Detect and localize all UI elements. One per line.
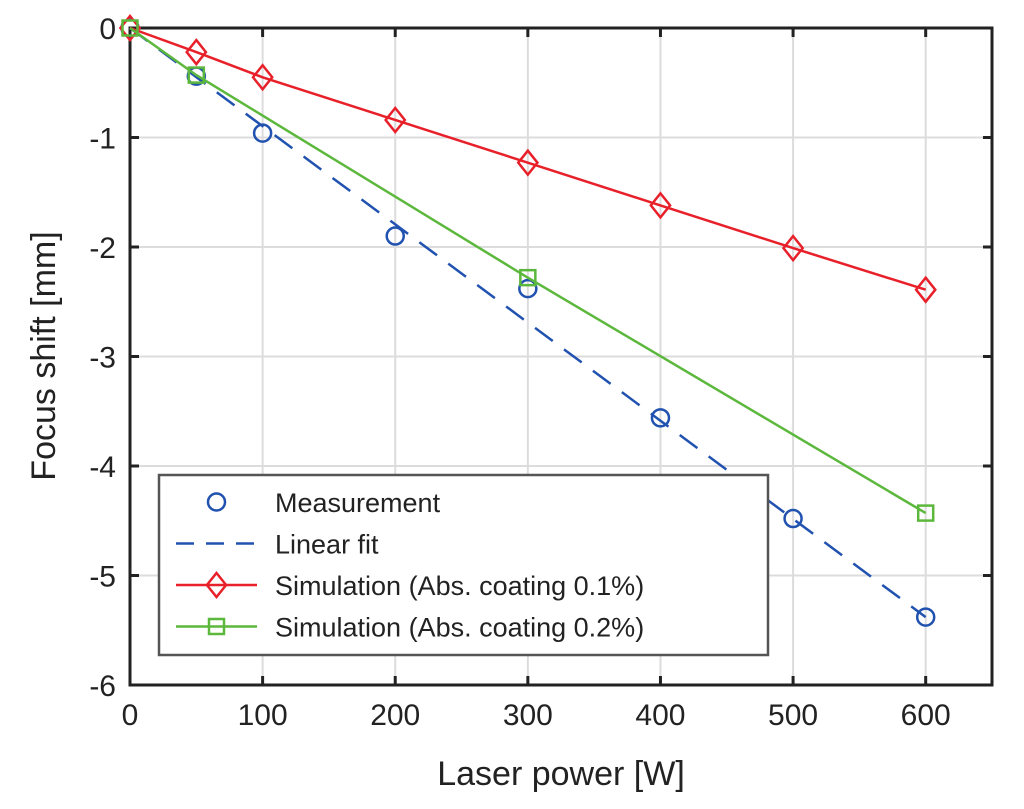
legend-item: Simulation (Abs. coating 0.2%) xyxy=(176,613,644,643)
y-tick-label: -6 xyxy=(89,670,116,703)
legend: Measurement Linear fit Simulation (Abs. co… xyxy=(157,473,770,657)
y-tick-label: -4 xyxy=(89,451,116,484)
x-tick-label: 200 xyxy=(370,699,420,732)
y-tick-label: 0 xyxy=(99,13,116,46)
series-line xyxy=(129,26,927,291)
legend-item: Linear fit xyxy=(176,530,379,560)
legend-item: Measurement xyxy=(206,488,441,518)
data-point xyxy=(121,19,139,37)
x-tick-label: 0 xyxy=(122,699,139,732)
data-point xyxy=(519,268,537,287)
x-tick-label: 600 xyxy=(901,699,951,732)
data-point xyxy=(251,63,274,92)
tick-labels: 0 100 200 300 400 500 600 0 -1 -2 -3 -4 -5 -6 xyxy=(89,13,950,732)
legend-item: Simulation (Abs. coating 0.1%) xyxy=(176,570,644,601)
legend-box xyxy=(157,473,770,657)
legend-marker xyxy=(205,570,228,600)
x-tick-label: 300 xyxy=(503,699,553,732)
series-line xyxy=(129,26,927,515)
y-tick-label: -1 xyxy=(89,123,116,156)
data-point xyxy=(185,38,208,67)
legend-label: Simulation (Abs. coating 0.1%) xyxy=(275,571,644,601)
data-point xyxy=(650,408,671,428)
legend-label: Linear fit xyxy=(275,530,379,560)
legend-label: Simulation (Abs. coating 0.2%) xyxy=(275,613,644,643)
y-tick-label: -2 xyxy=(89,232,116,265)
legend-label: Measurement xyxy=(275,488,441,518)
data-point xyxy=(384,105,407,134)
series-line xyxy=(129,26,927,619)
data-point xyxy=(915,607,936,627)
data-point xyxy=(914,275,937,304)
x-tick-label: 500 xyxy=(768,699,818,732)
data-point xyxy=(781,234,805,263)
y-axis-label: Focus shift [mm] xyxy=(25,231,63,480)
legend-marker xyxy=(206,492,227,512)
data-point xyxy=(649,191,672,220)
legend-marker xyxy=(207,617,226,636)
series-3 xyxy=(121,19,935,522)
data-point xyxy=(518,278,538,299)
x-axis-label: Laser power [W] xyxy=(437,755,685,793)
x-tick-label: 400 xyxy=(635,699,685,732)
series-0 xyxy=(120,18,936,627)
series-1 xyxy=(129,26,927,619)
axes xyxy=(128,26,994,687)
data-point xyxy=(187,66,206,84)
data-point xyxy=(252,123,273,143)
x-tick-label: 100 xyxy=(238,699,288,732)
data-point xyxy=(385,226,405,246)
data-point xyxy=(916,504,935,522)
data-point xyxy=(516,148,540,177)
y-tick-label: -5 xyxy=(89,561,116,594)
data-point xyxy=(783,508,803,529)
y-tick-label: -3 xyxy=(89,342,116,375)
plot-area xyxy=(118,13,937,627)
